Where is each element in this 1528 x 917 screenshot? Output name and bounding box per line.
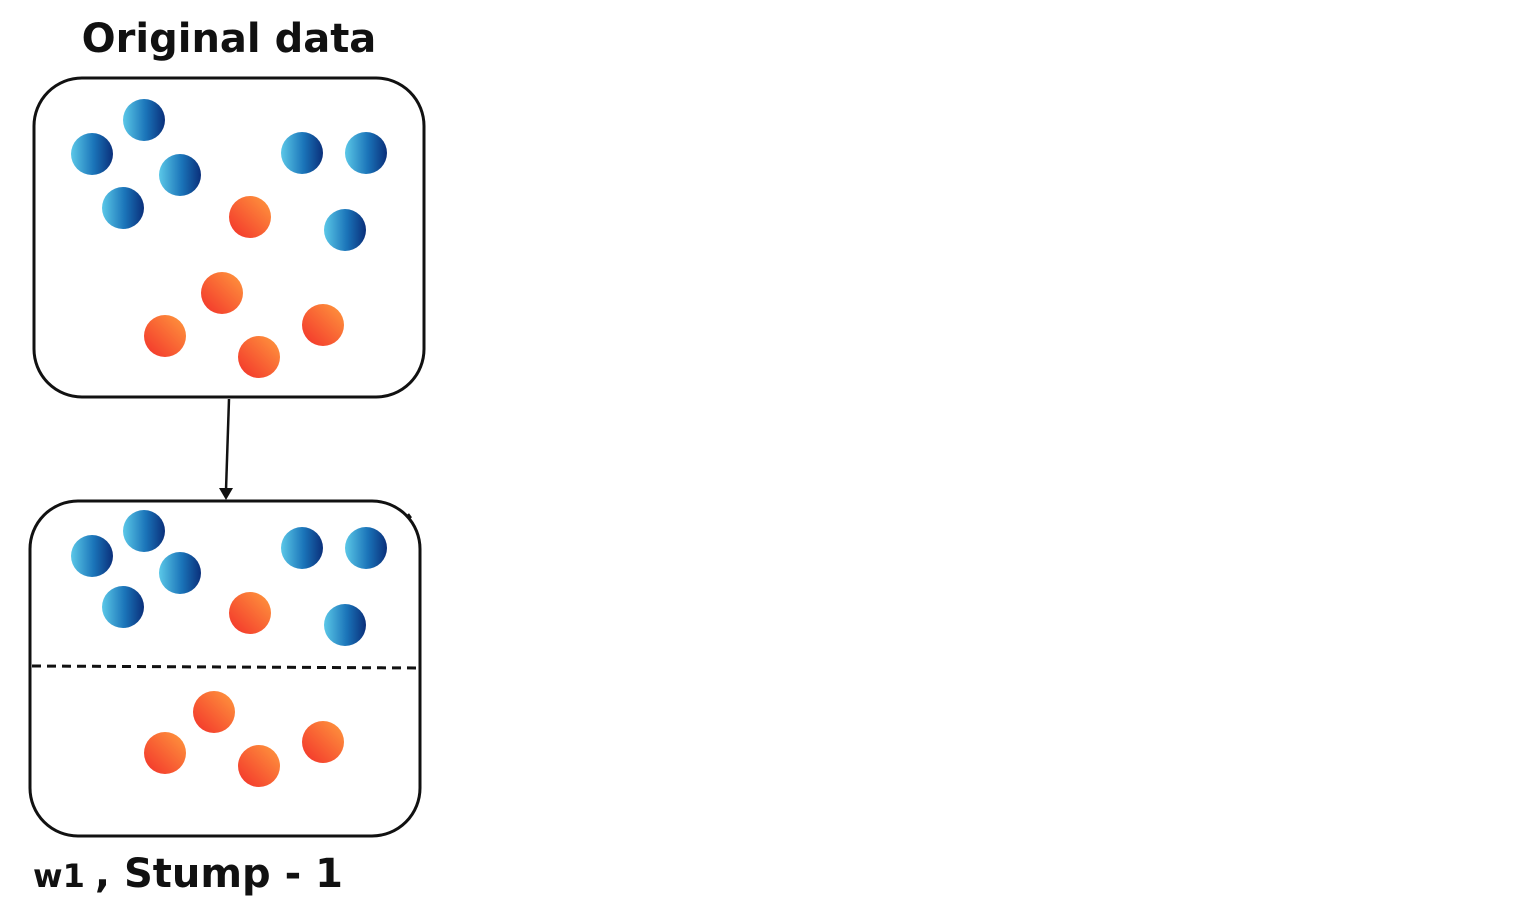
stump-1-caption: w1 , Stump - 1	[33, 851, 343, 897]
original-red-point-9	[201, 272, 243, 314]
stump-1-blue-point-6	[102, 586, 144, 628]
stump-1-points	[71, 510, 387, 787]
stump-1-blue-point-2	[71, 535, 113, 577]
original-blue-point-2	[71, 133, 113, 175]
original-blue-point-8	[324, 209, 366, 251]
original-blue-point-6	[102, 187, 144, 229]
original-data-box	[32, 76, 426, 399]
original-red-point-7	[229, 196, 271, 238]
flow-arrow-head	[219, 488, 233, 500]
stump-1-red-point-11	[302, 721, 344, 763]
stump-1-blue-point-8	[324, 604, 366, 646]
stump-1-blue-point-4	[281, 527, 323, 569]
stump-1-red-point-12	[238, 745, 280, 787]
original-red-point-11	[302, 304, 344, 346]
box-corner-mark	[407, 513, 412, 519]
original-blue-point-1	[123, 99, 165, 141]
stump-1-blue-point-1	[123, 510, 165, 552]
original-blue-point-4	[281, 132, 323, 174]
original-red-point-10	[144, 315, 186, 357]
original-red-point-12	[238, 336, 280, 378]
flow-arrow-shaft	[224, 398, 231, 491]
original-blue-point-5	[345, 132, 387, 174]
original-blue-point-3	[159, 154, 201, 196]
stump-1-red-point-9	[193, 691, 235, 733]
original-data-points	[71, 99, 387, 378]
stump-1-blue-point-3	[159, 552, 201, 594]
stump-1-name-label: , Stump - 1	[95, 851, 343, 897]
stump-1-weight-label: w1	[33, 857, 85, 895]
stump-1-blue-point-5	[345, 527, 387, 569]
stump-1-split-line	[31, 664, 423, 670]
diagram-title: Original data	[82, 16, 377, 62]
stump-1-red-point-7	[229, 592, 271, 634]
stump-1-red-point-10	[144, 732, 186, 774]
